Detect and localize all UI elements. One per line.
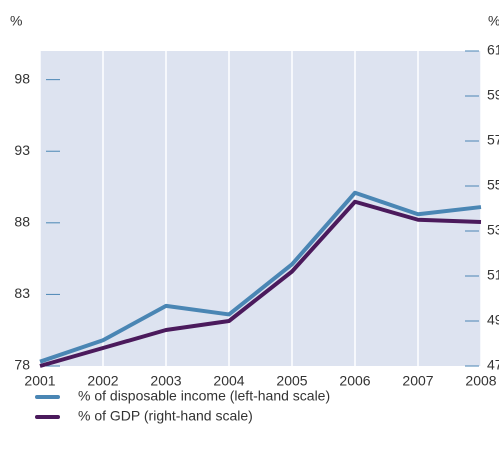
y-tick-label: 78 [14,357,30,373]
y2-tick-label: 49 [487,312,499,328]
x-tick-label: 2008 [465,373,496,389]
y-tick-label: 98 [14,70,30,86]
series-line [39,199,482,368]
x-tick-label: 2002 [87,373,118,389]
y2-axis-label: % [488,13,499,29]
plot-background [40,51,481,366]
x-tick-label: 2007 [402,373,433,389]
x-tick-label: 2005 [276,373,307,389]
y2-tick-label: 59 [487,87,499,103]
y-tick-label: 88 [14,214,30,230]
y-tick-label: 93 [14,142,30,158]
y-axis-label: % [10,13,22,29]
y2-tick-label: 57 [487,132,499,148]
y2-tick-label: 51 [487,267,499,283]
legend-label: % of GDP (right-hand scale) [78,408,253,424]
x-tick-label: 2003 [150,373,181,389]
legend-label: % of disposable income (left-hand scale) [78,388,330,404]
x-tick-label: 2004 [213,373,244,389]
y2-tick-label: 55 [487,177,499,193]
x-tick-label: 2001 [24,373,55,389]
x-tick-label: 2006 [339,373,370,389]
y2-tick-label: 47 [487,357,499,373]
y-tick-label: 83 [14,285,30,301]
y2-tick-label: 61 [487,42,499,58]
series-line [39,190,482,364]
y2-tick-label: 53 [487,222,499,238]
